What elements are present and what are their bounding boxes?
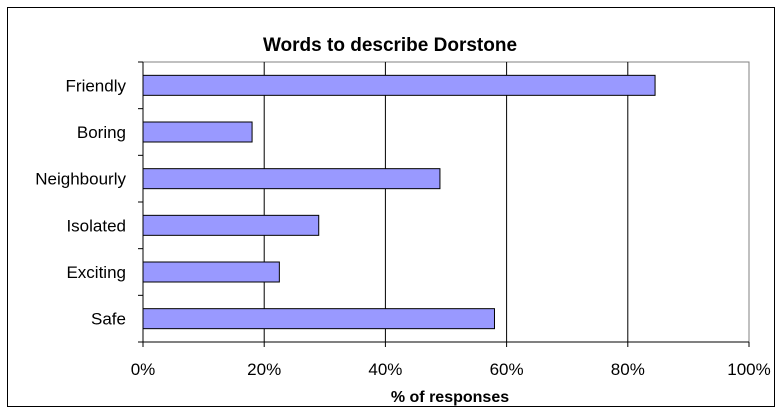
y-tick-label: Neighbourly	[35, 170, 126, 189]
bars	[142, 74, 656, 330]
x-tick-label: 60%	[490, 360, 524, 379]
bar-boring	[142, 121, 253, 143]
bar-exciting	[142, 261, 280, 283]
x-tick-label: 100%	[727, 360, 770, 379]
y-tick-label: Exciting	[66, 263, 126, 282]
x-tick-label: 0%	[131, 360, 156, 379]
chart-title: Words to describe Dorstone	[263, 35, 517, 56]
bar-friendly	[142, 74, 656, 96]
bar-neighbourly	[142, 168, 441, 190]
y-tick-label: Isolated	[66, 216, 126, 235]
bar-isolated	[142, 214, 320, 236]
y-tick-label: Friendly	[66, 76, 127, 95]
plot-area	[142, 61, 750, 343]
x-axis-label: % of responses	[391, 389, 509, 406]
gridlines	[263, 62, 629, 342]
x-tick-label: 40%	[368, 360, 402, 379]
x-tick-label: 20%	[247, 360, 281, 379]
y-axis: Friendly Boring Neighbourly Isolated Excitin…	[35, 61, 144, 343]
x-axis: 0% 20% 40% 60% 80% 100%	[131, 341, 771, 379]
x-tick-label: 80%	[611, 360, 645, 379]
bar-safe	[142, 308, 495, 330]
y-tick-label: Boring	[77, 123, 126, 142]
y-tick-label: Safe	[91, 310, 126, 329]
